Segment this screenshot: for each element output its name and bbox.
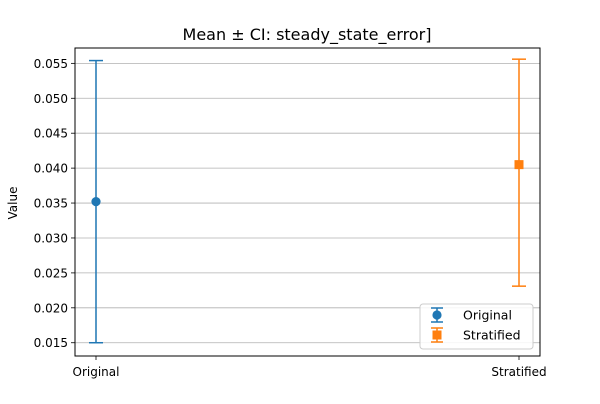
- series-stratified-errorbar: [512, 58, 526, 287]
- legend-box: [419, 303, 534, 350]
- legend-label: Stratified: [463, 328, 521, 343]
- series-marks: [89, 58, 526, 344]
- y-tick-label: 0.030: [34, 231, 68, 245]
- mean-marker: [91, 197, 101, 207]
- y-tick-label: 0.025: [34, 266, 68, 280]
- legend-item-original: Original: [431, 307, 512, 323]
- legend-item-stratified: Stratified: [431, 327, 521, 343]
- y-tick-label: 0.020: [34, 301, 68, 315]
- y-tick-label: 0.050: [34, 92, 68, 106]
- y-tick-label: 0.015: [34, 336, 68, 350]
- legend-label: Original: [463, 308, 512, 323]
- series-original-errorbar: [89, 59, 103, 344]
- mean-marker: [514, 160, 524, 170]
- chart-title: Mean ± CI: steady_state_error]: [183, 25, 432, 45]
- y-axis-ticks: 0.015 0.020 0.025 0.030 0.035 0.040 0.045 0.050…: [34, 57, 75, 350]
- y-tick-label: 0.045: [34, 127, 68, 141]
- legend: Original Stratified: [419, 303, 534, 350]
- legend-marker-icon: [432, 310, 442, 320]
- x-tick-label: Stratified: [491, 365, 546, 379]
- legend-marker-icon: [432, 330, 442, 340]
- x-tick-label: Original: [73, 365, 120, 379]
- plot-frame: [74, 47, 541, 357]
- y-tick-label: 0.055: [34, 57, 68, 71]
- x-axis-ticks: Original Stratified: [73, 356, 547, 379]
- y-axis-label: Value: [6, 187, 20, 220]
- grid-lines: [75, 62, 540, 344]
- y-tick-label: 0.035: [34, 197, 68, 211]
- axes: [74, 47, 541, 357]
- y-tick-label: 0.040: [34, 162, 68, 176]
